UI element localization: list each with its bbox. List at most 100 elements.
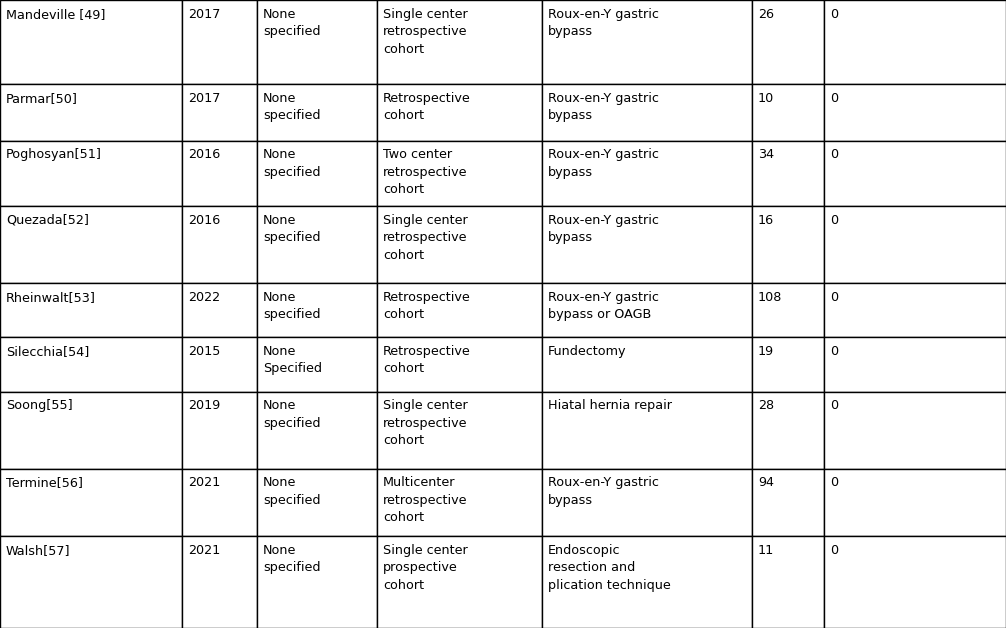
Bar xyxy=(182,206,257,283)
Text: 94: 94 xyxy=(759,476,774,489)
Text: Hiatal hernia repair: Hiatal hernia repair xyxy=(548,399,672,413)
Text: Retrospective
cohort: Retrospective cohort xyxy=(383,345,471,376)
Bar xyxy=(0,84,182,141)
Text: Single center
retrospective
cohort: Single center retrospective cohort xyxy=(383,8,468,55)
Text: 2017: 2017 xyxy=(188,92,220,105)
Bar xyxy=(542,0,752,84)
Bar xyxy=(542,283,752,337)
Text: 11: 11 xyxy=(759,544,775,556)
Text: None
specified: None specified xyxy=(263,291,321,321)
Bar xyxy=(377,141,542,206)
Bar xyxy=(752,337,824,392)
Text: None
specified: None specified xyxy=(263,92,321,122)
Bar xyxy=(0,536,182,628)
Bar xyxy=(824,141,1006,206)
Bar xyxy=(182,392,257,468)
Bar xyxy=(542,468,752,536)
Text: 2022: 2022 xyxy=(188,291,220,303)
Bar xyxy=(377,283,542,337)
Bar xyxy=(752,283,824,337)
Bar xyxy=(377,536,542,628)
Bar xyxy=(182,337,257,392)
Bar xyxy=(257,536,377,628)
Text: Fundectomy: Fundectomy xyxy=(548,345,627,358)
Bar xyxy=(377,206,542,283)
Text: Single center
prospective
cohort: Single center prospective cohort xyxy=(383,544,468,592)
Text: 2021: 2021 xyxy=(188,544,220,556)
Text: 10: 10 xyxy=(759,92,775,105)
Text: Roux-en-Y gastric
bypass: Roux-en-Y gastric bypass xyxy=(548,214,659,244)
Text: 2015: 2015 xyxy=(188,345,220,358)
Bar xyxy=(542,84,752,141)
Text: Roux-en-Y gastric
bypass or OAGB: Roux-en-Y gastric bypass or OAGB xyxy=(548,291,659,321)
Text: Rheinwalt[53]: Rheinwalt[53] xyxy=(6,291,96,303)
Bar xyxy=(257,337,377,392)
Text: Parmar[50]: Parmar[50] xyxy=(6,92,77,105)
Bar xyxy=(0,283,182,337)
Text: None
specified: None specified xyxy=(263,476,321,507)
Text: 2019: 2019 xyxy=(188,399,220,413)
Text: 0: 0 xyxy=(830,8,838,21)
Bar xyxy=(824,206,1006,283)
Bar xyxy=(377,392,542,468)
Bar xyxy=(0,0,182,84)
Bar xyxy=(752,206,824,283)
Bar xyxy=(0,206,182,283)
Bar xyxy=(824,468,1006,536)
Bar xyxy=(182,141,257,206)
Text: None
specified: None specified xyxy=(263,8,321,38)
Text: Termine[56]: Termine[56] xyxy=(6,476,82,489)
Text: Single center
retrospective
cohort: Single center retrospective cohort xyxy=(383,214,468,262)
Text: Multicenter
retrospective
cohort: Multicenter retrospective cohort xyxy=(383,476,468,524)
Bar xyxy=(182,468,257,536)
Bar xyxy=(0,468,182,536)
Text: 0: 0 xyxy=(830,345,838,358)
Text: Roux-en-Y gastric
bypass: Roux-en-Y gastric bypass xyxy=(548,148,659,178)
Bar xyxy=(257,283,377,337)
Bar xyxy=(0,141,182,206)
Bar xyxy=(182,0,257,84)
Bar xyxy=(257,0,377,84)
Bar xyxy=(542,392,752,468)
Text: 28: 28 xyxy=(759,399,775,413)
Text: 0: 0 xyxy=(830,544,838,556)
Text: Endoscopic
resection and
plication technique: Endoscopic resection and plication techn… xyxy=(548,544,671,592)
Text: Roux-en-Y gastric
bypass: Roux-en-Y gastric bypass xyxy=(548,8,659,38)
Text: None
specified: None specified xyxy=(263,214,321,244)
Text: 19: 19 xyxy=(759,345,775,358)
Bar xyxy=(257,84,377,141)
Bar xyxy=(377,0,542,84)
Bar xyxy=(824,337,1006,392)
Text: Silecchia[54]: Silecchia[54] xyxy=(6,345,90,358)
Text: 2021: 2021 xyxy=(188,476,220,489)
Text: None
Specified: None Specified xyxy=(263,345,322,376)
Bar xyxy=(824,536,1006,628)
Bar xyxy=(752,0,824,84)
Bar xyxy=(542,337,752,392)
Text: None
specified: None specified xyxy=(263,399,321,430)
Bar xyxy=(752,536,824,628)
Text: Poghosyan[51]: Poghosyan[51] xyxy=(6,148,102,161)
Text: Walsh[57]: Walsh[57] xyxy=(6,544,70,556)
Bar xyxy=(182,536,257,628)
Bar xyxy=(752,84,824,141)
Bar xyxy=(752,141,824,206)
Bar xyxy=(824,84,1006,141)
Bar xyxy=(542,141,752,206)
Bar xyxy=(824,392,1006,468)
Bar xyxy=(377,337,542,392)
Text: Single center
retrospective
cohort: Single center retrospective cohort xyxy=(383,399,468,447)
Text: 108: 108 xyxy=(759,291,783,303)
Text: 0: 0 xyxy=(830,214,838,227)
Text: 16: 16 xyxy=(759,214,775,227)
Text: 2017: 2017 xyxy=(188,8,220,21)
Text: Retrospective
cohort: Retrospective cohort xyxy=(383,92,471,122)
Bar xyxy=(257,468,377,536)
Bar xyxy=(824,283,1006,337)
Text: 0: 0 xyxy=(830,399,838,413)
Text: 0: 0 xyxy=(830,476,838,489)
Bar xyxy=(257,141,377,206)
Bar xyxy=(752,468,824,536)
Bar xyxy=(257,206,377,283)
Text: Mandeville [49]: Mandeville [49] xyxy=(6,8,106,21)
